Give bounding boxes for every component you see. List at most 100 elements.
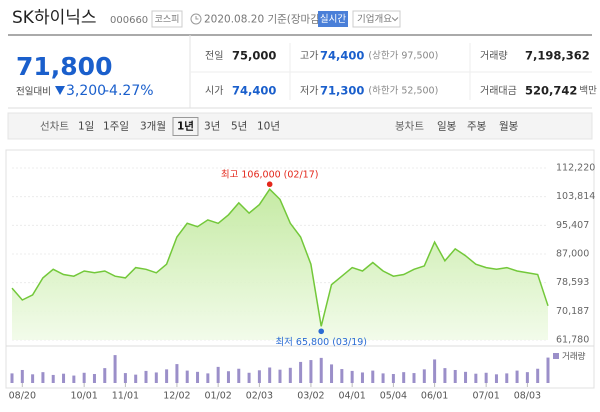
x-tick-label: 06/01 (421, 391, 448, 402)
volume-bar (134, 374, 138, 383)
volume-bar (505, 373, 509, 383)
volume-bar (412, 373, 416, 383)
tab[interactable]: 5년 (231, 121, 247, 133)
y-tick-label: 112,220 (556, 163, 595, 174)
company[interactable]: 기업개요 (357, 13, 392, 25)
volume-bar (10, 373, 14, 383)
chart-frame (5, 149, 595, 389)
chart: 112,220 103,814 95,407 87,000 78,593 70,187 61… (9, 163, 596, 402)
volume-bar (103, 368, 107, 383)
volume-bar (340, 369, 344, 383)
stock-name: SK하이닉스 (12, 8, 97, 28)
x-tick-label: 02/03 (246, 391, 273, 402)
volume-bar (216, 366, 220, 383)
tab[interactable]: 1일 (78, 120, 94, 133)
volume-bar (123, 373, 127, 383)
y-tick-label: 70,187 (556, 306, 589, 317)
market: 코스피 (155, 14, 180, 25)
volume-bar (92, 374, 96, 383)
stats: 전일 75,000 고가 74,400 (상한가 97,500) 거래량 7,198,362… (205, 49, 597, 98)
dropdown-arrow (391, 17, 399, 22)
volume-bar (72, 375, 76, 383)
stat-label: 거래대금 (480, 85, 517, 97)
volume-bar (237, 368, 241, 383)
clock-hands (195, 16, 199, 20)
stat-unit: 백만 (579, 86, 597, 97)
annotation: 최저 65,800 (03/19) (275, 337, 367, 348)
stat-label: 저가 (300, 85, 318, 97)
volume-bar (278, 369, 282, 383)
volume-bar (257, 370, 261, 383)
x-tick-label: 08/20 (9, 391, 36, 402)
stat-value: 75,000 (232, 49, 276, 63)
x-tick-label: 07/01 (472, 391, 499, 402)
x-tick-label: 10/01 (70, 391, 97, 402)
volume-bar (20, 369, 24, 383)
stat-value: 7,198,362 (525, 49, 590, 63)
change-rate: -4.27% (104, 83, 154, 99)
stat-label: 전일 (205, 50, 223, 62)
stat-note: (상한가 97,500) (368, 51, 438, 62)
tab[interactable]: 일봉 (437, 120, 457, 133)
stat-label: 고가 (300, 50, 318, 62)
volume-bar (433, 359, 437, 383)
volume-bar (536, 368, 540, 383)
volume-bar (453, 369, 457, 383)
date: 2020.08.20 기준(장마감) (204, 14, 324, 26)
volume-bar (82, 372, 86, 383)
volume-bar (165, 369, 169, 383)
stat-label: 거래량 (480, 50, 508, 62)
stat-note: (하한가 52,500) (368, 85, 438, 97)
volume-bar (515, 370, 519, 383)
volume-bar (51, 374, 55, 383)
price-area (12, 189, 548, 340)
volume-bar (299, 361, 303, 383)
tab[interactable]: 10년 (257, 121, 280, 133)
stat-value: 71,300 (320, 84, 364, 98)
tab[interactable]: 1년 (177, 120, 194, 133)
volume-bar (330, 364, 334, 383)
volume-bar (175, 364, 179, 383)
x-tick-label: 08/03 (514, 391, 541, 402)
volume-bar (443, 368, 447, 383)
realtime[interactable]: 실시간 (320, 14, 346, 25)
y-tick-label: 87,000 (556, 249, 589, 260)
market-badge (151, 10, 183, 28)
change: 3,200 (66, 83, 106, 99)
volume-bar (31, 374, 35, 383)
volume-bar (484, 372, 488, 383)
stock-code: 000660 (110, 15, 148, 26)
volume-bar (268, 367, 272, 383)
stat-value: 74,400 (232, 84, 276, 98)
x-tick-label: 03/02 (297, 391, 324, 402)
tab[interactable]: 주봉 (467, 121, 487, 133)
realtime-badge[interactable] (318, 11, 348, 27)
tab-group-label: 선차트 (40, 121, 69, 133)
change-label: 전일대비 (16, 87, 51, 98)
volume-bar (196, 371, 200, 383)
legend-label: 거래량 (562, 351, 586, 362)
volume-bar (185, 370, 189, 383)
legend-swatch (553, 353, 559, 359)
volume-bar (309, 360, 313, 383)
tab-group-label: 봉차트 (395, 121, 424, 133)
stat-value: 74,400 (320, 49, 364, 63)
tab[interactable]: 월봉 (499, 121, 519, 133)
tab-selected[interactable] (172, 117, 199, 136)
tab[interactable]: 3개월 (140, 121, 166, 133)
stat-label: 시가 (205, 85, 223, 97)
y-tick-label: 103,814 (556, 191, 595, 202)
tab[interactable]: 1주일 (103, 120, 129, 133)
volume-bar (381, 373, 385, 383)
annotation-dot (266, 181, 273, 188)
volume-bar (422, 369, 426, 383)
tab[interactable]: 3년 (204, 121, 220, 133)
volume-bar (113, 355, 117, 383)
x-tick-label: 04/01 (338, 391, 365, 402)
volume-bar (464, 371, 468, 383)
volume-bar (154, 372, 158, 383)
company-button[interactable] (352, 10, 401, 28)
volume-bar (391, 374, 395, 383)
volume-bar (371, 370, 375, 383)
